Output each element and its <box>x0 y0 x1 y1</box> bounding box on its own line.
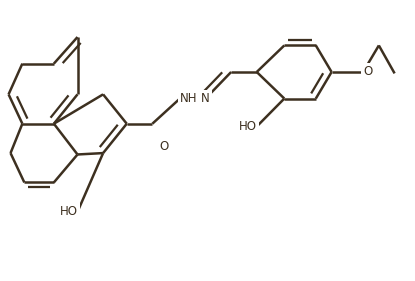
Text: NH: NH <box>180 92 198 105</box>
Text: HO: HO <box>59 205 78 218</box>
Text: N: N <box>201 92 210 105</box>
Text: HO: HO <box>239 120 257 133</box>
Text: O: O <box>363 65 372 78</box>
Text: O: O <box>159 140 169 153</box>
